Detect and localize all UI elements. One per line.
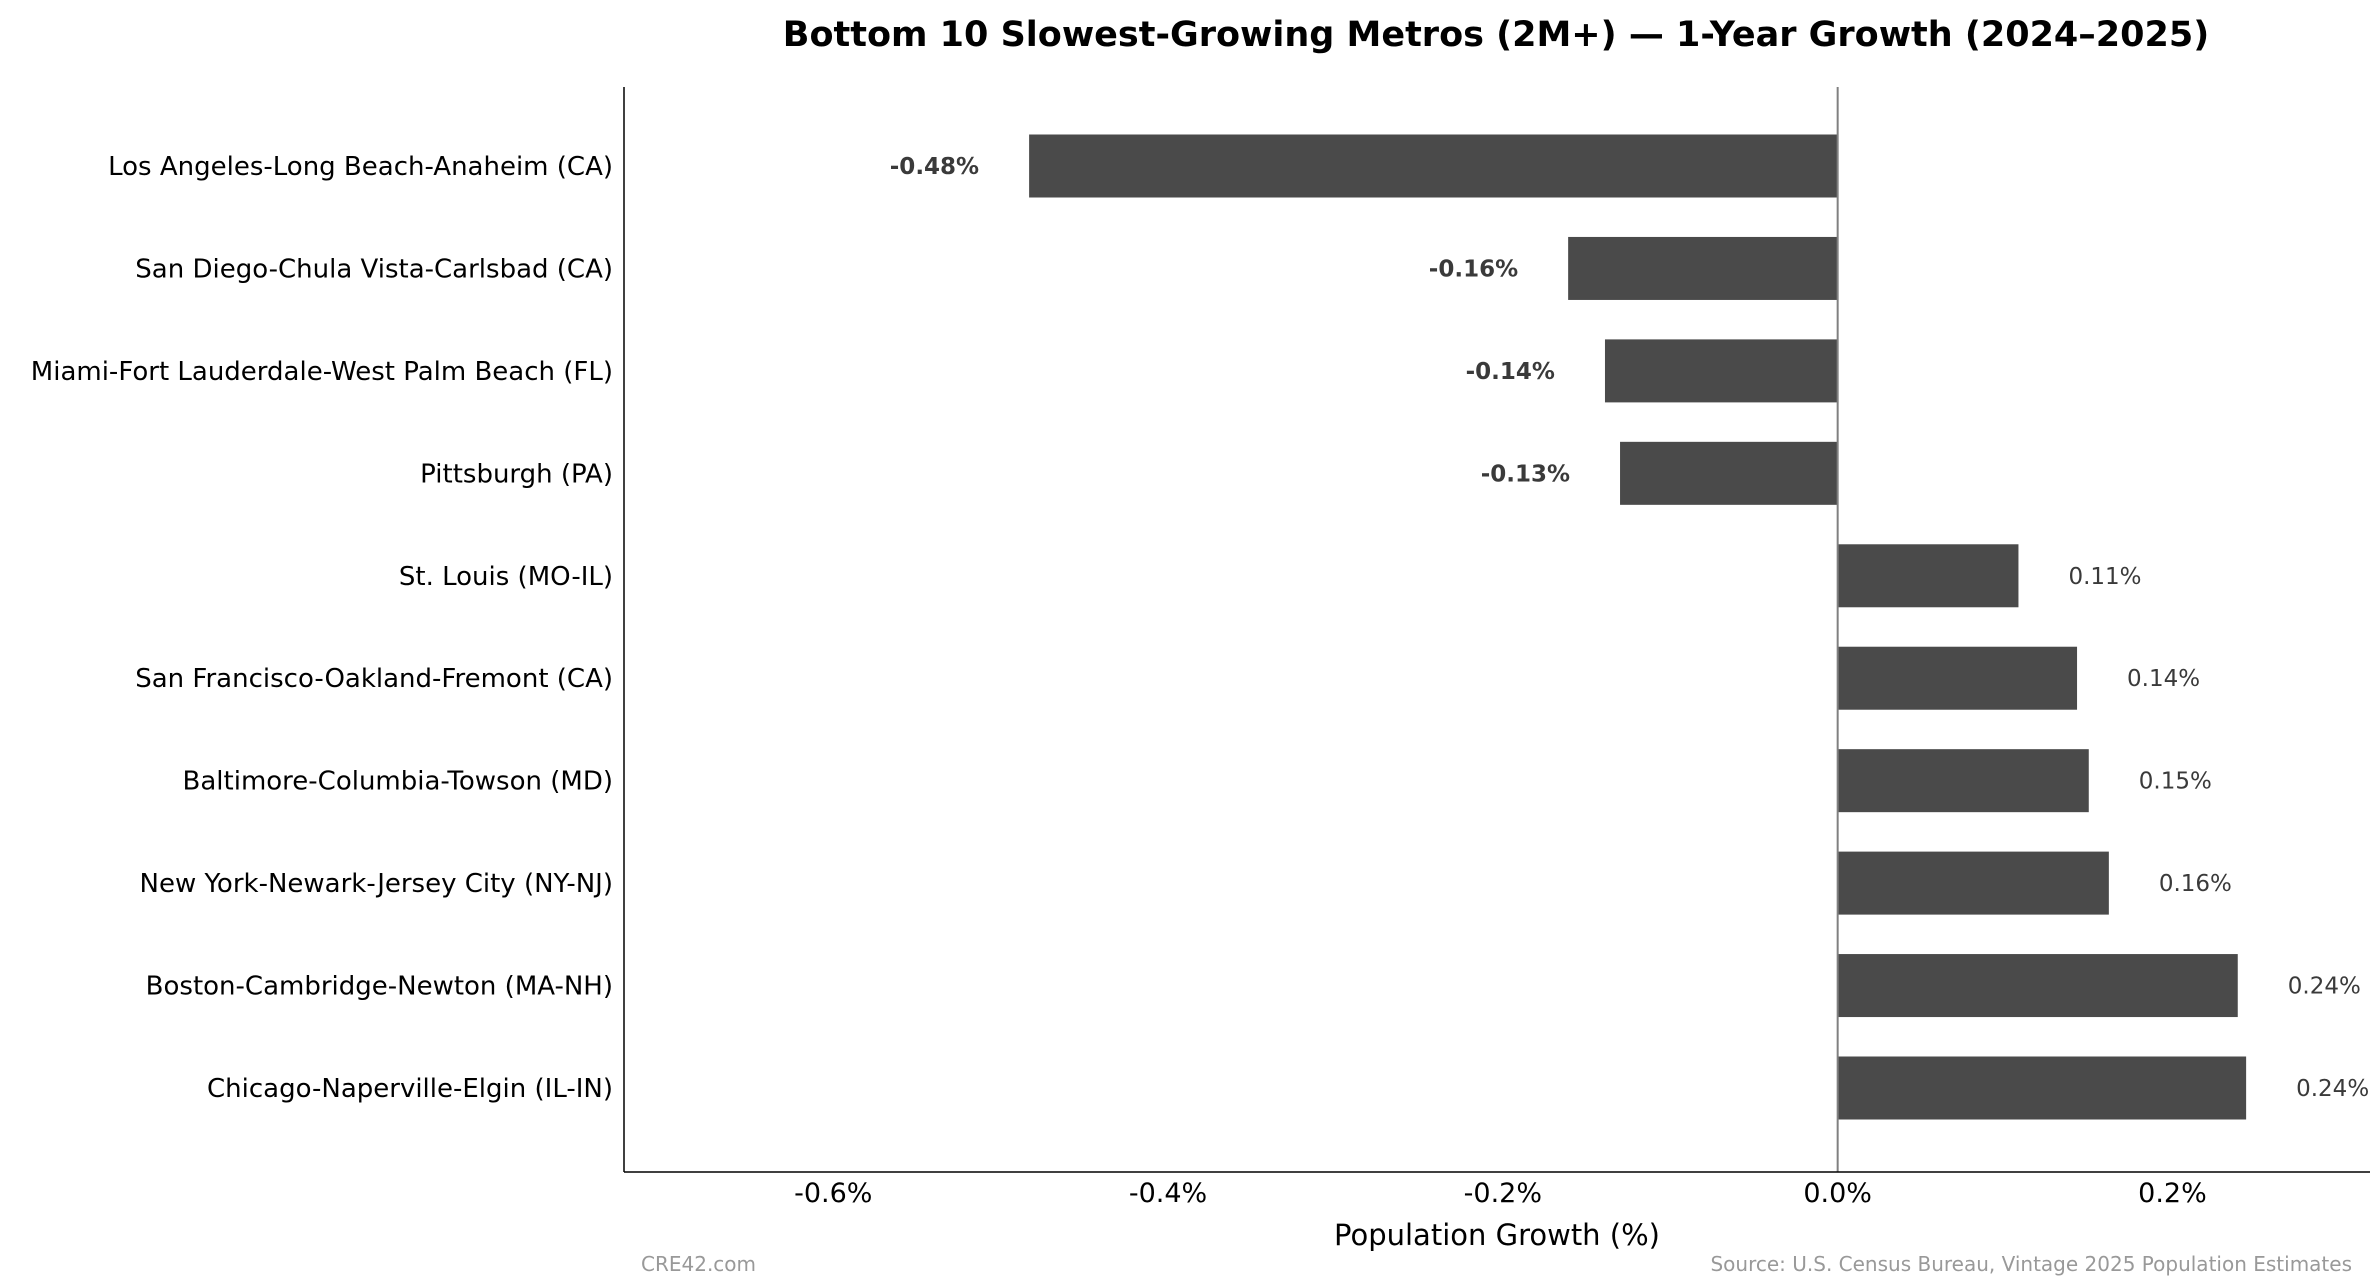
- bar: [1837, 1056, 2247, 1120]
- bar: [1604, 339, 1838, 403]
- category-label: Boston-Cambridge-Newton (MA-NH): [146, 972, 613, 1002]
- data-label: -0.48%: [890, 154, 979, 180]
- data-label: -0.13%: [1481, 461, 1570, 487]
- data-label: 0.16%: [2159, 871, 2232, 897]
- data-label: 0.14%: [2127, 666, 2200, 692]
- category-label: Los Angeles-Long Beach-Anaheim (CA): [108, 152, 613, 182]
- value-labels: -0.48% -0.16% -0.14% -0.13% 0.11% 0.14% 0.15% 0…: [890, 154, 2369, 1102]
- data-label: 0.15%: [2139, 769, 2212, 795]
- data-label: -0.14%: [1466, 359, 1555, 385]
- category-label: Miami-Fort Lauderdale-West Palm Beach (F…: [31, 357, 613, 387]
- category-label: San Diego-Chula Vista-Carlsbad (CA): [135, 254, 613, 284]
- bar: [1568, 236, 1838, 300]
- data-label: 0.11%: [2068, 564, 2141, 590]
- bar: [1837, 851, 2109, 915]
- bar: [1837, 646, 2078, 710]
- category-label: New York-Newark-Jersey City (NY-NJ): [140, 869, 613, 899]
- footer-left: CRE42.com: [641, 1252, 756, 1276]
- chart-title: Bottom 10 Slowest-Growing Metros (2M+) —…: [783, 15, 2209, 55]
- x-tick-label: -0.2%: [1464, 1178, 1542, 1209]
- x-ticks: -0.6% -0.4% -0.2% 0.0% 0.2%: [794, 1178, 2207, 1209]
- bar: [1837, 544, 2019, 608]
- x-tick-label: -0.6%: [794, 1178, 872, 1209]
- category-label: San Francisco-Oakland-Fremont (CA): [135, 664, 613, 694]
- bar: [1837, 954, 2238, 1018]
- x-tick-label: -0.4%: [1129, 1178, 1207, 1209]
- category-label: Baltimore-Columbia-Towson (MD): [183, 767, 613, 797]
- bar: [1029, 134, 1838, 198]
- bar: [1837, 749, 2089, 813]
- x-tick-label: 0.2%: [2138, 1178, 2207, 1209]
- x-tick-label: 0.0%: [1803, 1178, 1872, 1209]
- bar: [1620, 441, 1838, 505]
- data-label: 0.24%: [2296, 1076, 2369, 1102]
- x-axis-label: Population Growth (%): [1334, 1218, 1660, 1252]
- bars-group: [1029, 134, 2247, 1120]
- category-label: St. Louis (MO-IL): [399, 562, 613, 592]
- data-label: 0.24%: [2288, 974, 2361, 1000]
- category-label: Pittsburgh (PA): [420, 459, 613, 489]
- footer-right: Source: U.S. Census Bureau, Vintage 2025…: [1710, 1252, 2352, 1276]
- category-label: Chicago-Naperville-Elgin (IL-IN): [207, 1074, 613, 1104]
- data-label: -0.16%: [1429, 256, 1518, 282]
- category-labels: Los Angeles-Long Beach-Anaheim (CA) San D…: [31, 152, 613, 1104]
